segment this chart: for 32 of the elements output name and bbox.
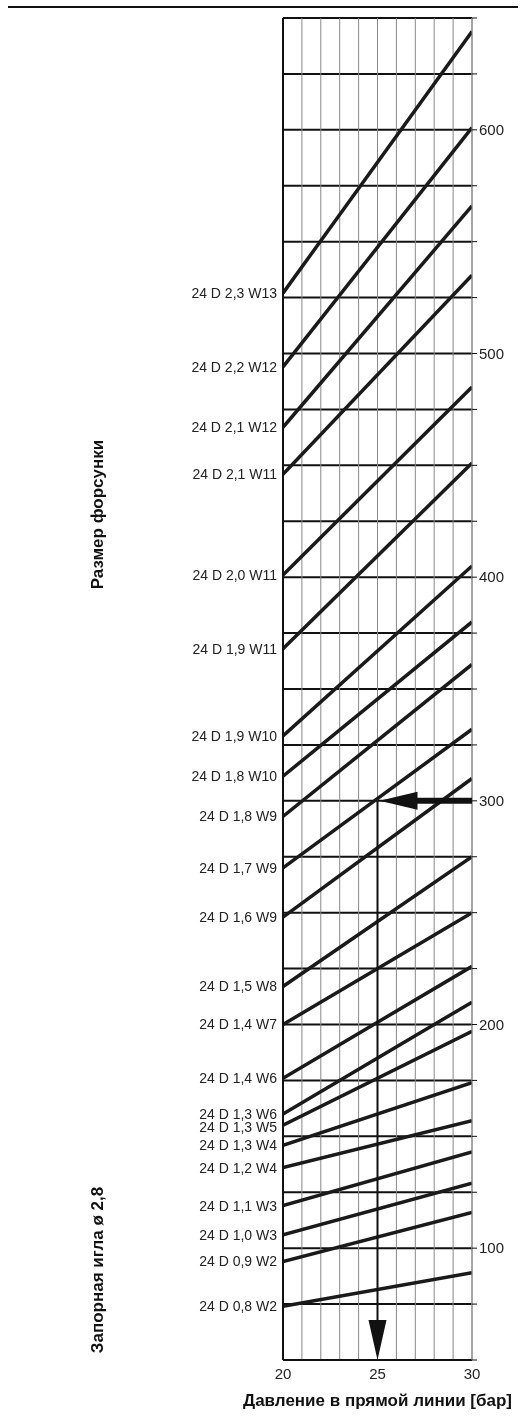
series-label: 24 D 2,0 W11 [192,566,278,583]
series-label: 24 D 1,0 W3 [199,1226,278,1243]
y-tick-label: 500 [479,344,505,362]
series-label: 24 D 2,2 W12 [191,358,278,375]
x-tick-label: 30 [463,1364,481,1382]
series-label: 24 D 1,2 W4 [199,1159,278,1176]
x-axis-title: Давление в прямой линии [бар] [243,1391,512,1410]
y-tick-label: 200 [479,1015,505,1033]
series-label: 24 D 1,9 W10 [191,727,278,744]
series-label: 24 D 0,9 W2 [199,1253,278,1270]
series-label: 24 D 0,8 W2 [199,1298,278,1315]
series-label: 24 D 1,5 W8 [199,978,278,995]
series-label: 24 D 1,3 W4 [199,1137,278,1154]
series-label: 24 D 1,4 W7 [199,1016,278,1033]
series-label: 24 D 2,1 W12 [191,419,278,436]
series-label: 24 D 1,6 W9 [199,909,278,926]
series-label: 24 D 1,8 W10 [191,768,278,785]
text: Запорная игла ø 2,8 [88,1186,107,1354]
x-tick-label: 25 [369,1364,386,1382]
x-tick-label: 20 [274,1364,292,1382]
y-tick-label: 300 [479,792,505,810]
y-tick-label: 400 [479,568,505,586]
series-label: 24 D 1,8 W9 [199,808,278,825]
series-label: 24 D 1,7 W9 [199,859,278,876]
series-label: 24 D 1,4 W6 [199,1070,278,1087]
y-tick-label: 600 [479,121,505,139]
series-label: 24 D 1,9 W11 [192,640,278,657]
series-label: 24 D 1,1 W3 [199,1197,278,1214]
text: Размер форсунки [88,439,107,590]
series-label: 24 D 2,3 W13 [191,285,278,302]
y-tick-label: 100 [479,1239,505,1257]
series-label: 24 D 2,1 W11 [192,466,278,483]
